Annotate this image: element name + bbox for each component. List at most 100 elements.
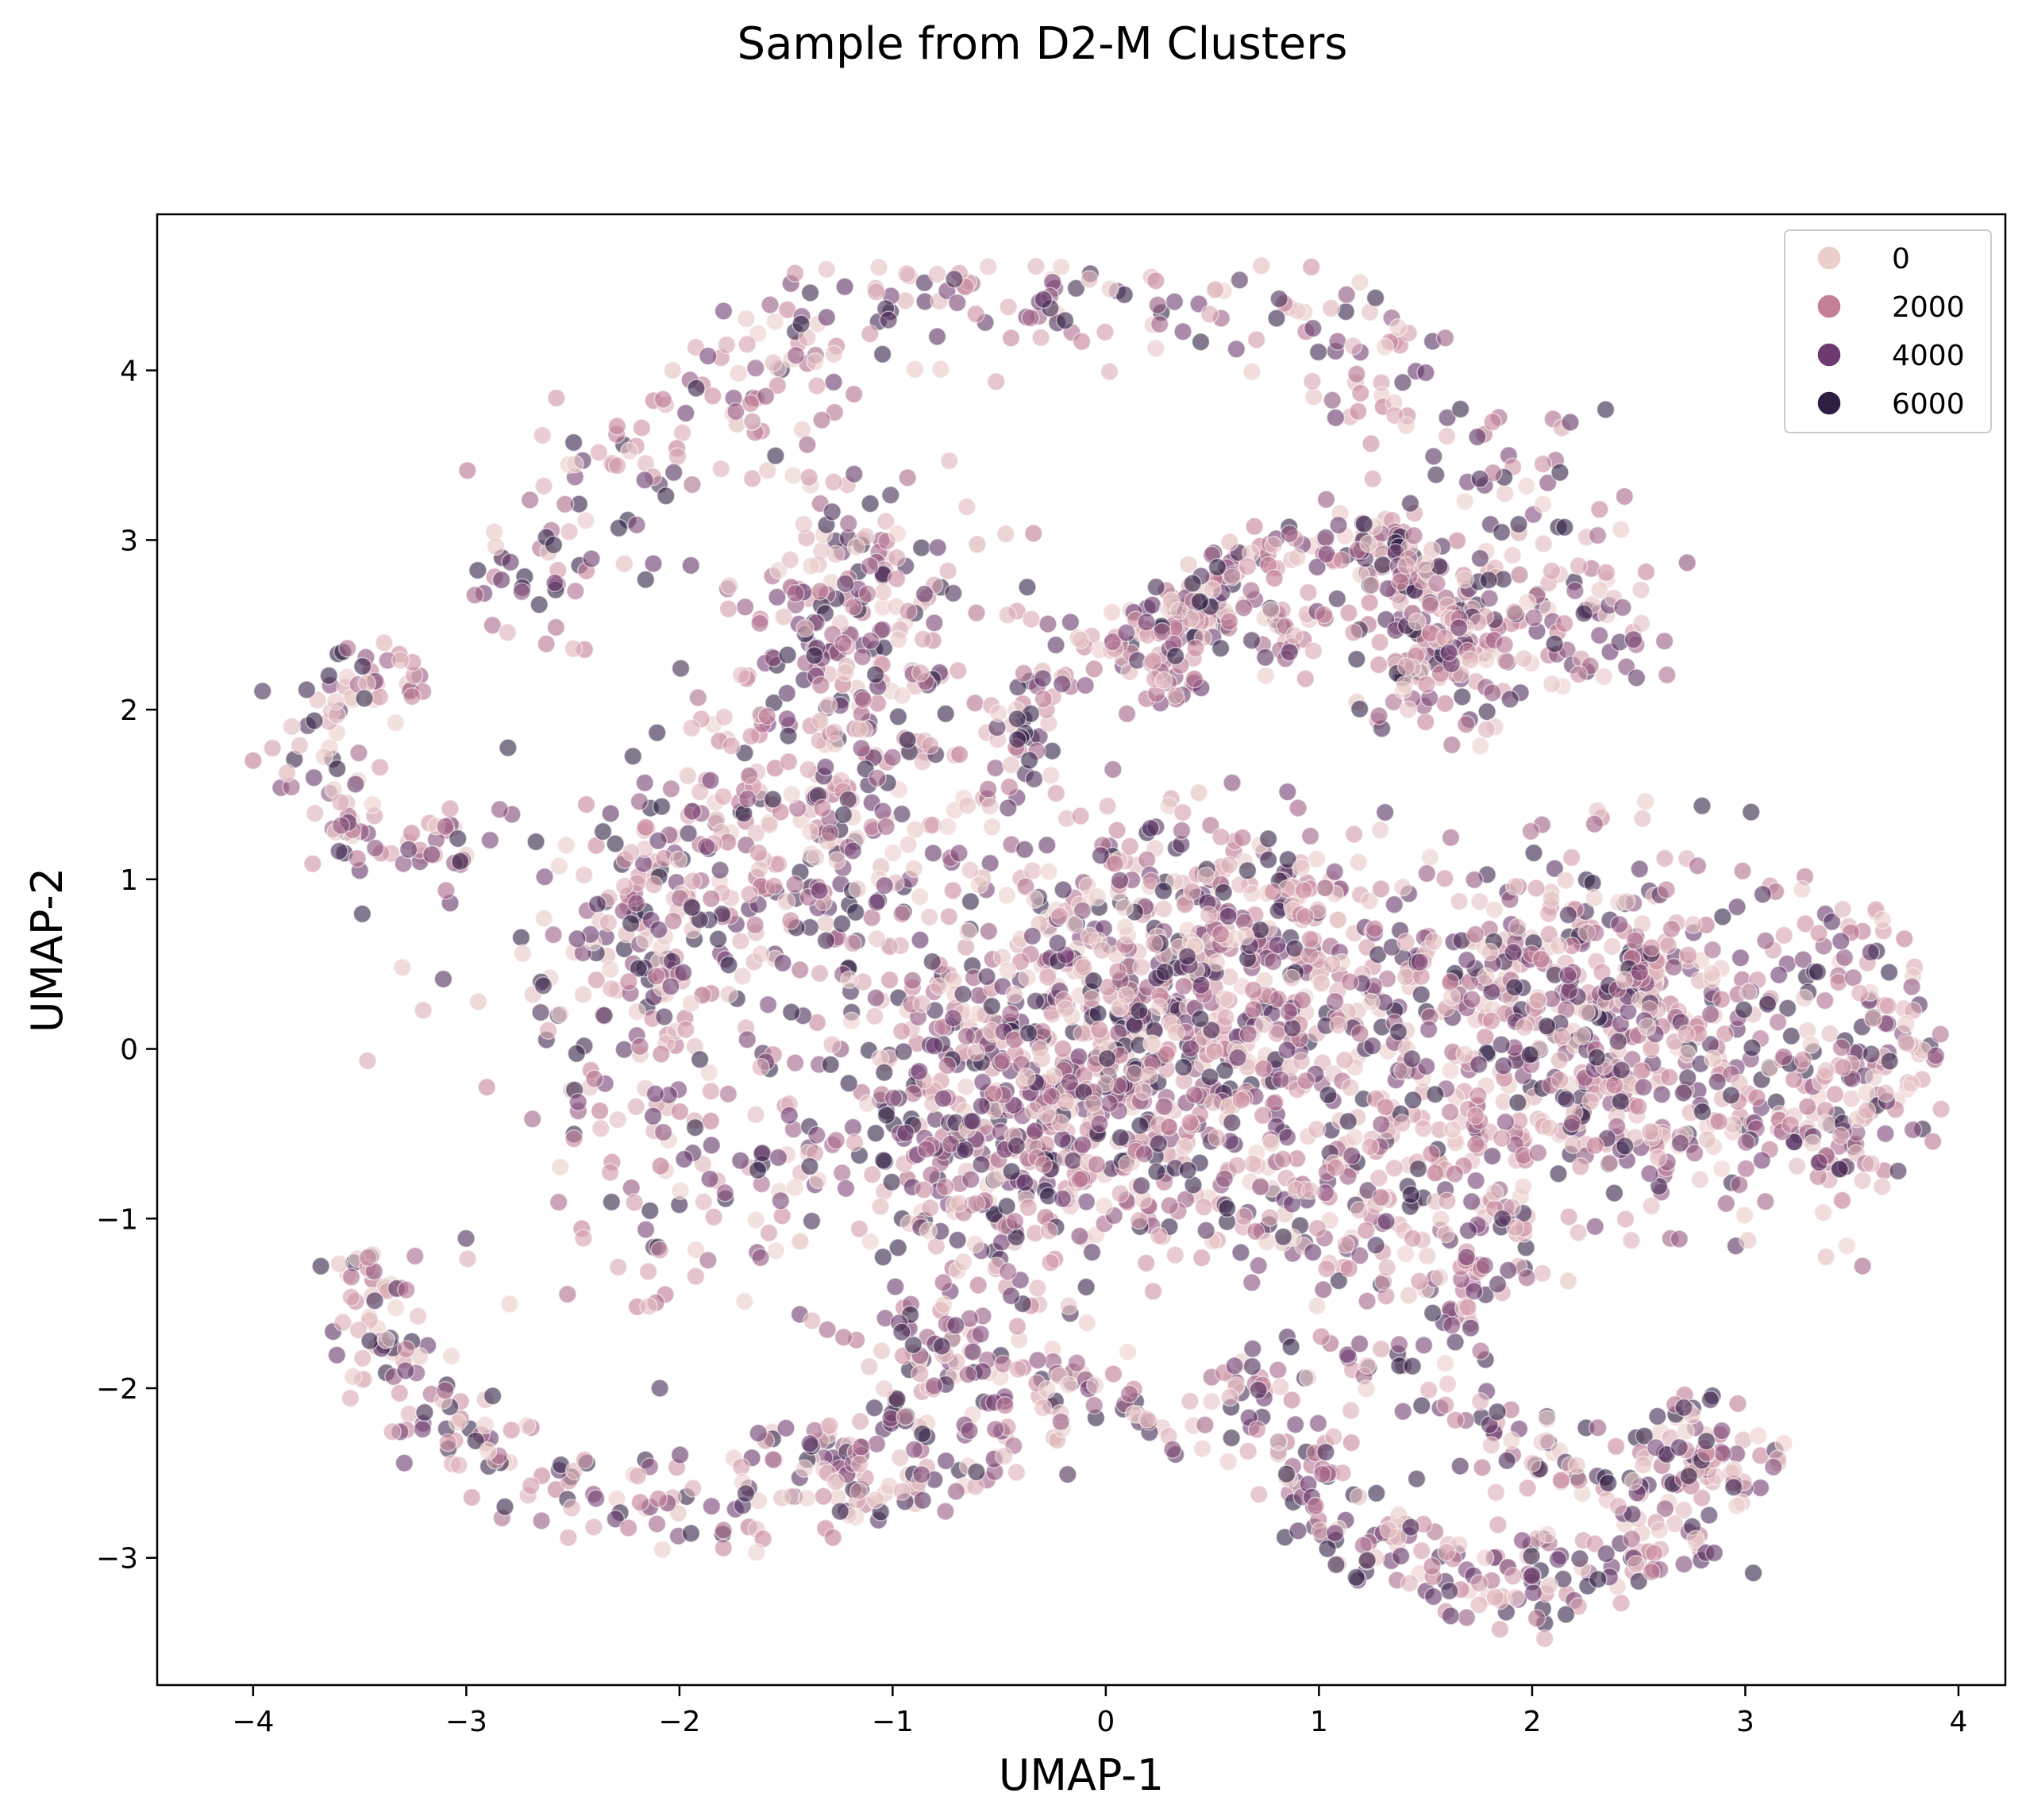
scatter-point [653, 1540, 672, 1559]
y-tick-label: 0 [120, 1034, 138, 1067]
scatter-point [876, 817, 896, 837]
scatter-point [967, 1194, 986, 1213]
scatter-point [1816, 1060, 1835, 1080]
scatter-point [1466, 1106, 1485, 1125]
scatter-point [1138, 1410, 1157, 1429]
scatter-point [1288, 1521, 1308, 1541]
scatter-point [1150, 1226, 1169, 1245]
scatter-point [1633, 1455, 1653, 1475]
scatter-point [938, 1056, 957, 1075]
scatter-point [651, 1156, 670, 1175]
scatter-point [1878, 996, 1897, 1016]
scatter-point [522, 1476, 541, 1495]
scatter-point [1124, 1064, 1144, 1083]
scatter-point [1273, 1149, 1293, 1169]
scatter-point [544, 535, 564, 555]
scatter-point [1145, 934, 1164, 953]
scatter-point [1435, 1395, 1455, 1414]
scatter-point [834, 1328, 853, 1347]
scatter-point [1028, 1351, 1047, 1370]
scatter-point [1026, 991, 1046, 1010]
scatter-point [1489, 1515, 1508, 1534]
legend-label: 0 [1892, 243, 1910, 275]
scatter-point [1435, 1353, 1455, 1373]
scatter-point [1332, 551, 1351, 570]
scatter-point [1370, 633, 1389, 652]
scatter-point [1577, 1002, 1596, 1022]
scatter-point [1509, 514, 1528, 534]
scatter-point [1087, 1155, 1107, 1174]
scatter-point [758, 995, 778, 1014]
scatter-point [1533, 454, 1553, 474]
scatter-point [1316, 490, 1336, 509]
scatter-point [1470, 737, 1490, 756]
scatter-point [1774, 1433, 1793, 1453]
scatter-point [353, 1349, 372, 1368]
scatter-point [805, 646, 824, 665]
scatter-point [953, 984, 973, 1004]
scatter-point [436, 1380, 455, 1400]
scatter-point [341, 1287, 361, 1306]
scatter-point [1441, 972, 1460, 991]
scatter-point [1046, 783, 1066, 803]
scatter-point [403, 687, 422, 706]
scatter-point [1194, 1198, 1214, 1217]
scatter-point [560, 522, 579, 541]
scatter-point [949, 745, 969, 764]
scatter-point [1323, 955, 1342, 974]
scatter-point [896, 1407, 915, 1426]
scatter-point [1561, 413, 1580, 432]
scatter-point [911, 538, 931, 557]
scatter-point [1727, 1496, 1747, 1515]
scatter-point [1623, 629, 1643, 649]
scatter-point [784, 466, 803, 485]
scatter-point [1165, 686, 1185, 706]
scatter-point [477, 1077, 496, 1097]
scatter-point [766, 446, 785, 465]
scatter-point [817, 308, 837, 327]
scatter-point [533, 425, 552, 445]
scatter-point [1053, 880, 1073, 899]
scatter-point [533, 975, 553, 995]
scatter-point [1115, 918, 1135, 937]
scatter-point [1346, 1568, 1366, 1587]
scatter-point [1648, 1406, 1667, 1426]
scatter-point [1299, 583, 1318, 602]
scatter-point [1053, 1039, 1073, 1059]
scatter-point [625, 1193, 644, 1212]
scatter-point [1153, 622, 1172, 641]
scatter-point [1058, 1375, 1078, 1395]
scatter-point [943, 881, 963, 900]
scatter-point [1279, 1002, 1299, 1022]
scatter-point [683, 475, 702, 494]
scatter-point [798, 435, 817, 454]
scatter-point [1065, 914, 1084, 934]
scatter-point [1816, 1114, 1835, 1133]
scatter-point [1345, 1128, 1365, 1147]
scatter-point [946, 1316, 965, 1335]
scatter-point [545, 573, 564, 593]
scatter-point [632, 418, 652, 437]
scatter-point [1724, 1460, 1743, 1479]
scatter-point [874, 1151, 893, 1170]
scatter-point [800, 822, 820, 841]
scatter-point [844, 384, 864, 404]
scatter-point [1774, 925, 1793, 945]
scatter-point [1598, 1473, 1618, 1493]
scatter-point [1339, 1259, 1358, 1278]
scatter-point [1562, 848, 1581, 868]
scatter-point [1071, 630, 1090, 649]
scatter-point [816, 931, 836, 950]
scatter-point [1055, 311, 1075, 330]
scatter-point [329, 841, 349, 861]
scatter-point [1469, 1573, 1489, 1593]
legend-marker [1816, 342, 1842, 367]
scatter-point [646, 966, 666, 986]
scatter-point [614, 554, 634, 573]
scatter-point [1014, 664, 1034, 683]
scatter-point [1787, 1156, 1807, 1175]
scatter-point [1200, 305, 1219, 324]
scatter-point [244, 751, 263, 770]
scatter-point [549, 1192, 568, 1212]
scatter-point [745, 915, 765, 934]
